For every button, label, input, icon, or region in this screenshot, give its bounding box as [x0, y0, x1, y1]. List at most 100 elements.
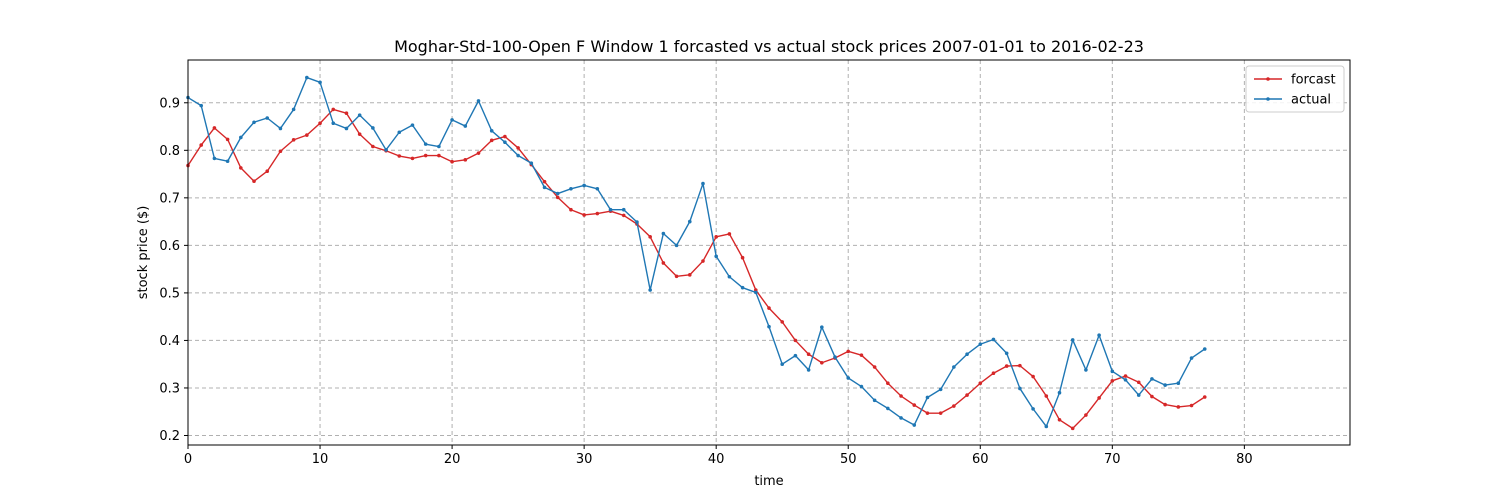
- data-point-actual: [199, 103, 204, 108]
- data-point-actual: [516, 153, 520, 158]
- y-tick-label: 0.4: [159, 334, 180, 349]
- data-point-actual: [1189, 356, 1194, 360]
- data-point-forcast: [1018, 363, 1022, 368]
- data-point-actual: [991, 337, 996, 342]
- data-point-forcast: [965, 393, 969, 397]
- data-point-actual: [965, 352, 969, 357]
- data-point-actual: [1110, 369, 1115, 374]
- data-point-actual: [305, 75, 309, 80]
- data-point-forcast: [767, 306, 771, 310]
- data-point-actual: [384, 148, 388, 152]
- data-point-actual: [978, 342, 983, 347]
- data-point-forcast: [542, 179, 547, 184]
- data-point-actual: [925, 395, 930, 400]
- data-point-actual: [1057, 390, 1062, 395]
- data-point-actual: [239, 135, 243, 140]
- y-axis-label: stock price ($): [136, 206, 151, 300]
- data-point-actual: [331, 121, 336, 126]
- data-point-forcast: [1044, 394, 1049, 398]
- data-point-actual: [635, 220, 639, 224]
- data-point-actual: [806, 368, 811, 372]
- series-line-actual: [187, 76, 1206, 428]
- data-point-forcast: [1057, 418, 1062, 422]
- data-point-forcast: [252, 179, 256, 184]
- data-point-actual: [410, 123, 415, 127]
- data-point-actual: [859, 384, 864, 389]
- data-point-actual: [291, 107, 296, 112]
- data-point-actual: [265, 116, 270, 120]
- data-point-forcast: [727, 232, 732, 236]
- y-tick-label: 0.8: [159, 144, 180, 159]
- data-point-actual: [569, 187, 573, 191]
- data-point-forcast: [476, 151, 481, 155]
- legend-marker-actual: [1266, 97, 1270, 101]
- y-tick-label: 0.6: [159, 239, 180, 254]
- data-point-actual: [1202, 347, 1207, 351]
- x-tick-label: 60: [972, 452, 989, 467]
- data-point-forcast: [714, 235, 718, 239]
- data-point-forcast: [899, 394, 903, 398]
- data-point-forcast: [846, 349, 851, 354]
- data-point-forcast: [1084, 413, 1088, 417]
- data-point-actual: [661, 231, 666, 236]
- data-point-forcast: [344, 111, 349, 116]
- data-point-actual: [595, 187, 600, 191]
- x-tick-label: 50: [840, 452, 857, 467]
- data-point-actual: [318, 80, 322, 85]
- data-point-forcast: [212, 126, 217, 130]
- plot-area: [187, 59, 1351, 446]
- data-point-actual: [820, 325, 824, 329]
- data-point-actual: [674, 243, 679, 248]
- data-point-forcast: [886, 381, 890, 386]
- data-point-forcast: [1097, 396, 1101, 400]
- x-tick-label: 70: [1104, 452, 1121, 467]
- data-point-actual: [225, 159, 230, 164]
- data-point-forcast: [1176, 405, 1181, 409]
- data-point-actual: [912, 423, 917, 427]
- data-point-actual: [846, 376, 851, 380]
- data-point-forcast: [820, 360, 824, 365]
- data-point-actual: [648, 288, 652, 292]
- legend-box: [1245, 65, 1345, 113]
- data-point-actual: [476, 99, 481, 103]
- data-point-forcast: [437, 153, 441, 158]
- data-point-actual: [555, 191, 560, 196]
- data-point-actual: [833, 355, 837, 359]
- data-point-actual: [252, 120, 256, 125]
- data-point-forcast: [1004, 364, 1009, 368]
- data-point-actual: [489, 129, 494, 133]
- data-point-forcast: [621, 213, 626, 218]
- data-point-actual: [1123, 378, 1128, 382]
- data-point-forcast: [569, 207, 573, 212]
- data-point-forcast: [1202, 395, 1207, 399]
- data-point-actual: [1097, 333, 1101, 338]
- data-point-actual: [1163, 383, 1167, 387]
- data-point-actual: [437, 144, 441, 149]
- data-point-forcast: [423, 153, 428, 158]
- data-point-forcast: [278, 149, 283, 154]
- data-point-forcast: [793, 338, 798, 343]
- data-point-forcast: [595, 211, 600, 216]
- data-point-actual: [621, 207, 626, 212]
- data-point-actual: [608, 207, 613, 212]
- data-point-forcast: [1136, 380, 1141, 385]
- data-point-actual: [886, 406, 890, 411]
- data-point-forcast: [516, 146, 520, 150]
- x-tick-label: 40: [708, 452, 725, 467]
- data-point-actual: [1150, 377, 1154, 381]
- y-tick-label: 0.9: [159, 96, 180, 111]
- data-point-forcast: [291, 138, 296, 142]
- data-point-forcast: [331, 107, 336, 112]
- data-point-actual: [278, 126, 283, 131]
- data-point-actual: [371, 126, 375, 130]
- data-point-forcast: [978, 381, 983, 386]
- data-point-forcast: [397, 154, 402, 158]
- data-point-actual: [753, 290, 758, 295]
- data-point-forcast: [503, 134, 507, 139]
- data-point-actual: [344, 126, 349, 131]
- y-tick-label: 0.2: [159, 429, 180, 444]
- data-point-actual: [740, 285, 745, 290]
- data-point-forcast: [1163, 402, 1167, 407]
- data-point-forcast: [872, 365, 877, 369]
- data-point-actual: [767, 324, 771, 329]
